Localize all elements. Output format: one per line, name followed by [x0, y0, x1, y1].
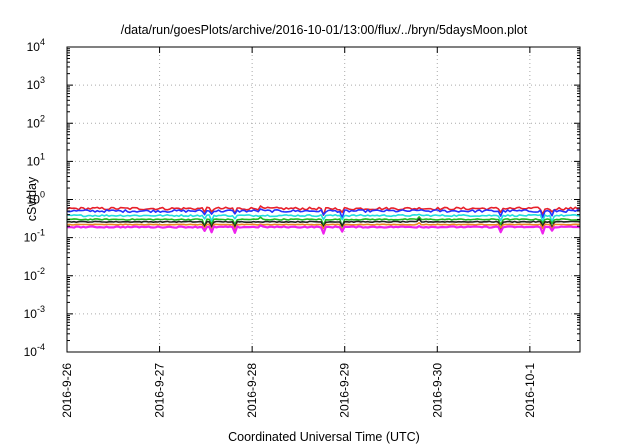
- x-axis-label: Coordinated Universal Time (UTC): [228, 430, 420, 444]
- y-axis: 104 103 102 101 100 10-1 10-2 10-3 10-4: [24, 37, 580, 359]
- series-line-6: [66, 224, 581, 235]
- y-tick-label: 10-2: [24, 266, 45, 283]
- series-line-3: [66, 216, 580, 228]
- y-tick-label: 103: [27, 75, 45, 92]
- y-tick-label: 101: [27, 151, 45, 168]
- series-line-5: [66, 222, 581, 232]
- y-tick-label: 102: [27, 113, 45, 130]
- x-tick-label: 2016-9-26: [60, 363, 74, 418]
- series-line-2: [66, 213, 581, 223]
- x-tick-label: 2016-9-29: [338, 363, 352, 418]
- x-tick-label: 2016-10-1: [523, 363, 537, 418]
- x-tick-label: 2016-9-28: [245, 363, 259, 418]
- y-tick-label: 10-3: [24, 304, 45, 321]
- y-tick-label: 100: [27, 190, 45, 207]
- y-tick-label: 10-4: [24, 342, 45, 359]
- y-tick-label: 10-1: [24, 228, 45, 245]
- x-axis: 2016-9-26 2016-9-27 2016-9-28 2016-9-29 2016…: [60, 47, 537, 418]
- y-tick-label: 104: [27, 37, 45, 54]
- chart-title: /data/run/goesPlots/archive/2016-10-01/1…: [121, 23, 528, 37]
- series-line-1: [66, 208, 581, 219]
- grid: [67, 47, 580, 352]
- series-group: [66, 205, 581, 235]
- x-tick-label: 2016-9-27: [153, 363, 167, 418]
- y-axis-label: cSv/day: [25, 176, 39, 221]
- x-tick-label: 2016-9-30: [430, 363, 444, 418]
